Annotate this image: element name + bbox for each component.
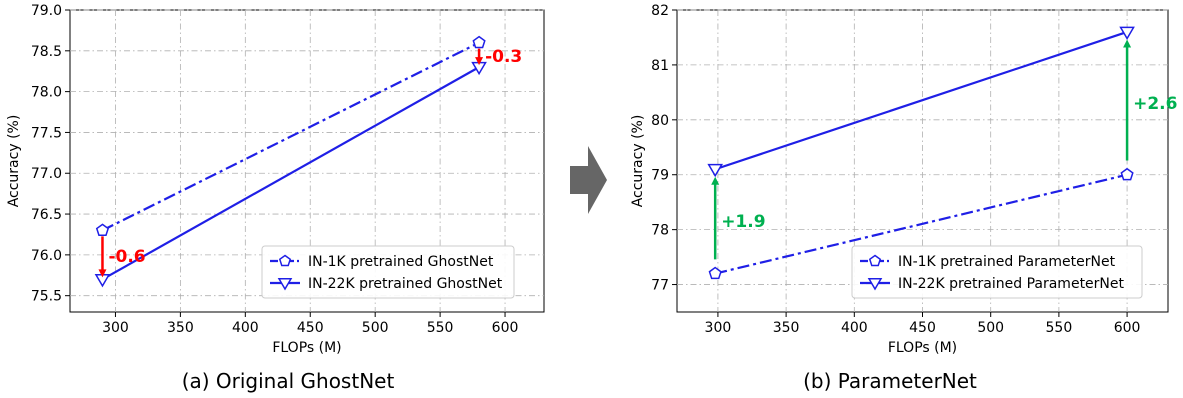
annotation-label: +1.9: [721, 212, 765, 232]
x-tick-label: 450: [909, 320, 936, 336]
series-line-in22k: [714, 30, 1128, 171]
x-tick-label: 300: [705, 320, 732, 336]
x-axis-label: FLOPs (M): [888, 340, 957, 356]
y-tick-label: 79: [651, 168, 669, 184]
y-tick-label: 78: [651, 223, 669, 239]
x-tick-label: 300: [102, 320, 129, 336]
x-tick-label: 400: [841, 320, 868, 336]
series-line-in22k: [101, 66, 480, 281]
pentagon-marker: [95, 223, 110, 236]
triangle-marker: [1119, 26, 1135, 40]
y-tick-label: 76.5: [31, 207, 62, 223]
x-tick-label: 500: [362, 320, 389, 336]
x-tick-label: 600: [1114, 320, 1141, 336]
legend-entry: IN-1K pretrained GhostNet: [308, 254, 494, 270]
annotation-label: -0.3: [485, 47, 522, 67]
legend: IN-1K pretrained GhostNet IN-22K pretrain…: [261, 245, 515, 299]
triangle-marker: [867, 278, 883, 291]
legend-entry: IN-22K pretrained ParameterNet: [898, 276, 1125, 292]
series-line-in1k: [714, 173, 1128, 275]
chart-a: 300 350 400 450 500 550 600 75.5 76.0 76.5 77.0 77.…: [6, 3, 545, 393]
legend-entry: IN-1K pretrained ParameterNet: [898, 254, 1116, 270]
y-tick-label: 78.0: [31, 85, 62, 101]
series-line-in1k: [101, 41, 480, 232]
y-tick-label: 77.5: [31, 125, 62, 141]
x-tick-label: 350: [773, 320, 800, 336]
y-tick-label: 78.5: [31, 44, 62, 60]
panel-caption: (a) Original GhostNet: [182, 369, 395, 393]
legend-box: [261, 245, 515, 299]
annotation-arrowhead: [1123, 39, 1132, 48]
y-tick-label: 79.0: [31, 3, 62, 19]
triangle-marker: [707, 163, 724, 178]
y-axis-label: Accuracy (%): [630, 115, 646, 208]
x-axis-label: FLOPs (M): [272, 340, 341, 356]
y-tick-label: 77: [651, 278, 669, 294]
x-tick-label: 550: [427, 320, 454, 336]
triangle-marker: [277, 278, 293, 291]
x-tick-label: 600: [492, 320, 519, 336]
annotation-arrowhead: [711, 176, 720, 185]
x-tick-label: 550: [1046, 320, 1073, 336]
legend: IN-1K pretrained ParameterNet IN-22K pret…: [851, 245, 1143, 299]
y-tick-label: 80: [651, 113, 669, 129]
y-tick-label: 77.0: [31, 166, 62, 182]
panel-caption: (b) ParameterNet: [803, 369, 977, 393]
x-tick-label: 350: [167, 320, 194, 336]
y-tick-label: 76.0: [31, 248, 62, 264]
chart-b: 300 350 400 450 500 550 600 77 78 79 80 81 82 FLOPs (…: [630, 3, 1177, 393]
legend-box: [851, 245, 1143, 299]
legend-entry: IN-22K pretrained GhostNet: [308, 276, 503, 292]
y-tick-label: 81: [651, 58, 669, 74]
pentagon-marker: [472, 35, 486, 49]
pentagon-marker: [708, 266, 722, 280]
annotation-label: -0.6: [108, 247, 145, 267]
x-tick-label: 450: [297, 320, 324, 336]
x-tick-label: 500: [977, 320, 1004, 336]
annotation-arrowhead: [475, 57, 484, 66]
y-axis-label: Accuracy (%): [6, 115, 22, 208]
y-tick-label: 75.5: [31, 289, 62, 305]
annotation-label: +2.6: [1133, 94, 1177, 114]
pentagon-marker: [278, 254, 292, 267]
annotation-arrowhead: [98, 269, 107, 278]
x-tick-label: 400: [232, 320, 259, 336]
transition-arrow-icon: [570, 146, 607, 214]
pentagon-marker: [1120, 167, 1134, 181]
pentagon-marker: [868, 254, 882, 267]
y-tick-label: 82: [651, 3, 669, 19]
